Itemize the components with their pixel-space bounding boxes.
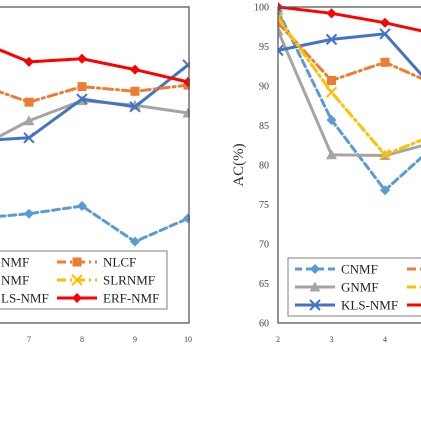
left-legend-label: ERF-NMF [103,291,159,306]
left-data-point-erf-nmf [130,64,140,75]
left-legend-marker [72,257,82,267]
left-data-point-nlcf [24,97,34,107]
right-data-point-slrnmf [278,12,284,24]
right-legend-marker [309,281,321,292]
left-legend-entry-cnmf: NMF [1,255,29,270]
right-data-point-kls-nmf [325,33,338,46]
right-data-point-nlcf [380,57,390,67]
left-data-point-erf-nmf [183,77,190,87]
left-x-tick-label: 10 [184,335,192,344]
left-legend-entry-gnmf: NMF [1,273,29,288]
left-data-point-kls-nmf [129,101,141,113]
left-data-point-gnmf [182,107,190,118]
right-data-point-slrnmf [325,86,338,99]
right-y-tick-label: 75 [259,200,269,211]
left-legend-label: SLRNMF [103,273,155,288]
left-data-point-kls-nmf [23,132,35,144]
right-data-point-slrnmf [379,149,391,161]
left-data-point-cnmf [130,236,140,247]
right-y-axis-title: AC(%) [231,143,247,186]
left-legend-entries: NMF NMF LS-NMF NLCF SLRNMF ERF-NMF [1,255,159,306]
left-legend-entry-slrnmf: SLRNMF [57,273,155,288]
left-legend-label: NLCF [103,255,136,270]
left-legend-entry-erf-nmf: ERF-NMF [57,291,159,306]
left-data-point-kls-nmf [182,59,190,71]
right-legend-label: GNMF [341,280,379,295]
left-data-point-gnmf [23,115,35,126]
left-legend-label: NMF [1,255,29,270]
right-legend-entry-slrnmf [407,285,421,289]
right-y-tick-label: 100 [254,3,269,14]
right-legend-entry-cnmf: CNMF [295,262,378,277]
left-data-point-cnmf [183,213,190,224]
right-data-point-gnmf [326,149,337,160]
left-data-point-cnmf [77,201,87,211]
right-plot-frame [277,6,421,324]
right-y-tick-label: 60 [259,319,269,330]
right-data-point-kls-nmf [379,28,391,40]
right-data-point-erf-nmf [326,8,337,19]
left-data-point-nlcf [130,86,140,96]
right-series-line-slrnmf [278,16,421,157]
right-data-point-cnmf [380,185,390,196]
left-legend-entry-kls-nmf: LS-NMF [1,291,49,306]
right-legend-entry-kls-nmf: KLS-NMF [295,298,398,313]
left-x-tick-label: 9 [133,335,137,344]
left-data-point-erf-nmf [77,53,87,64]
right-data-point-erf-nmf [380,17,390,28]
right-series-line-erf-nmf [278,5,421,33]
right-legend-label: CNMF [341,262,378,277]
right-series-line-kls-nmf [278,32,421,77]
right-y-tick-label: 80 [259,161,269,172]
right-data-point-gnmf [278,25,284,36]
right-x-tick-label: 3 [330,335,334,344]
right-legend-marker [310,264,320,274]
left-x-tick-label: 8 [80,335,84,344]
right-legend-entry-nlcf [407,267,421,271]
left-legend-marker [72,293,82,303]
right-legend-entry-gnmf: GNMF [295,280,379,295]
left-data-point-nlcf [77,82,87,92]
right-data-point-nlcf [327,75,336,85]
right-y-tick-label: 85 [259,121,269,132]
left-legend-label: NMF [1,273,29,288]
left-legend-entry-nlcf: NLCF [57,255,136,270]
right-y-tick-label: 65 [259,279,269,290]
right-x-tick-label: 4 [383,335,387,344]
right-legend-marker [309,299,321,311]
right-legend-label: KLS-NMF [341,298,398,313]
left-legend-marker [71,274,83,286]
right-series-line-nlcf [278,21,421,82]
left-plot-frame [0,6,190,324]
right-series-line-gnmf [278,29,421,158]
right-data-point-cnmf [326,114,337,125]
left-data-point-erf-nmf [24,56,34,67]
left-data-point-cnmf [24,208,34,219]
right-data-point-kls-nmf [278,44,284,57]
left-x-tick-label: 7 [27,335,31,344]
right-x-tick-label: 2 [276,335,280,344]
left-data-point-kls-nmf [76,93,88,105]
right-y-tick-label: 95 [259,42,269,53]
left-legend-label: LS-NMF [1,291,49,306]
right-y-tick-label: 70 [259,240,269,251]
right-y-tick-label: 90 [259,82,269,93]
right-legend-entries: CNMF GNMF KLS-NMF [295,262,421,313]
right-legend-entry-erf-nmf [407,303,421,307]
